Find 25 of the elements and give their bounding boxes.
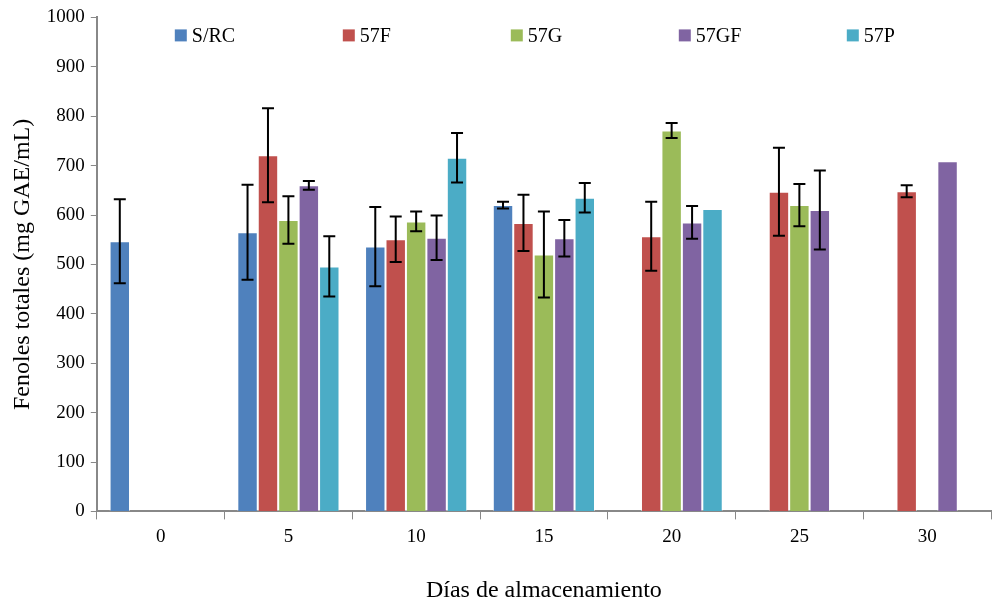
y-tick-label: 700	[56, 153, 85, 175]
y-tick-label: 200	[56, 400, 85, 422]
y-tick-label: 300	[56, 351, 85, 373]
legend-label: 57P	[863, 23, 895, 46]
x-tick-label: 0	[155, 524, 166, 546]
y-tick-label: 1000	[46, 5, 85, 27]
y-tick-label: 800	[56, 104, 85, 126]
y-tick-label: 500	[56, 252, 85, 274]
x-tick-label: 30	[917, 524, 937, 546]
x-tick-label: 20	[662, 524, 682, 546]
legend-label: 57GF	[695, 23, 742, 46]
x-tick-label: 25	[789, 524, 809, 546]
x-tick-label: 15	[534, 524, 554, 546]
y-tick-label: 0	[75, 499, 85, 521]
x-axis-title: Días de almacenamiento	[425, 575, 662, 602]
y-axis-title: Fenoles totales (mg GAE/mL)	[7, 118, 34, 411]
y-tick-label: 900	[56, 54, 85, 76]
y-tick-label: 400	[56, 301, 85, 323]
legend-label: 57G	[527, 23, 563, 46]
x-tick-label: 5	[283, 524, 294, 546]
x-tick-label: 10	[406, 524, 426, 546]
y-tick-label: 600	[56, 202, 85, 224]
legend-label: 57F	[359, 23, 391, 46]
legend-label: S/RC	[191, 23, 236, 46]
y-tick-label: 100	[56, 449, 85, 471]
